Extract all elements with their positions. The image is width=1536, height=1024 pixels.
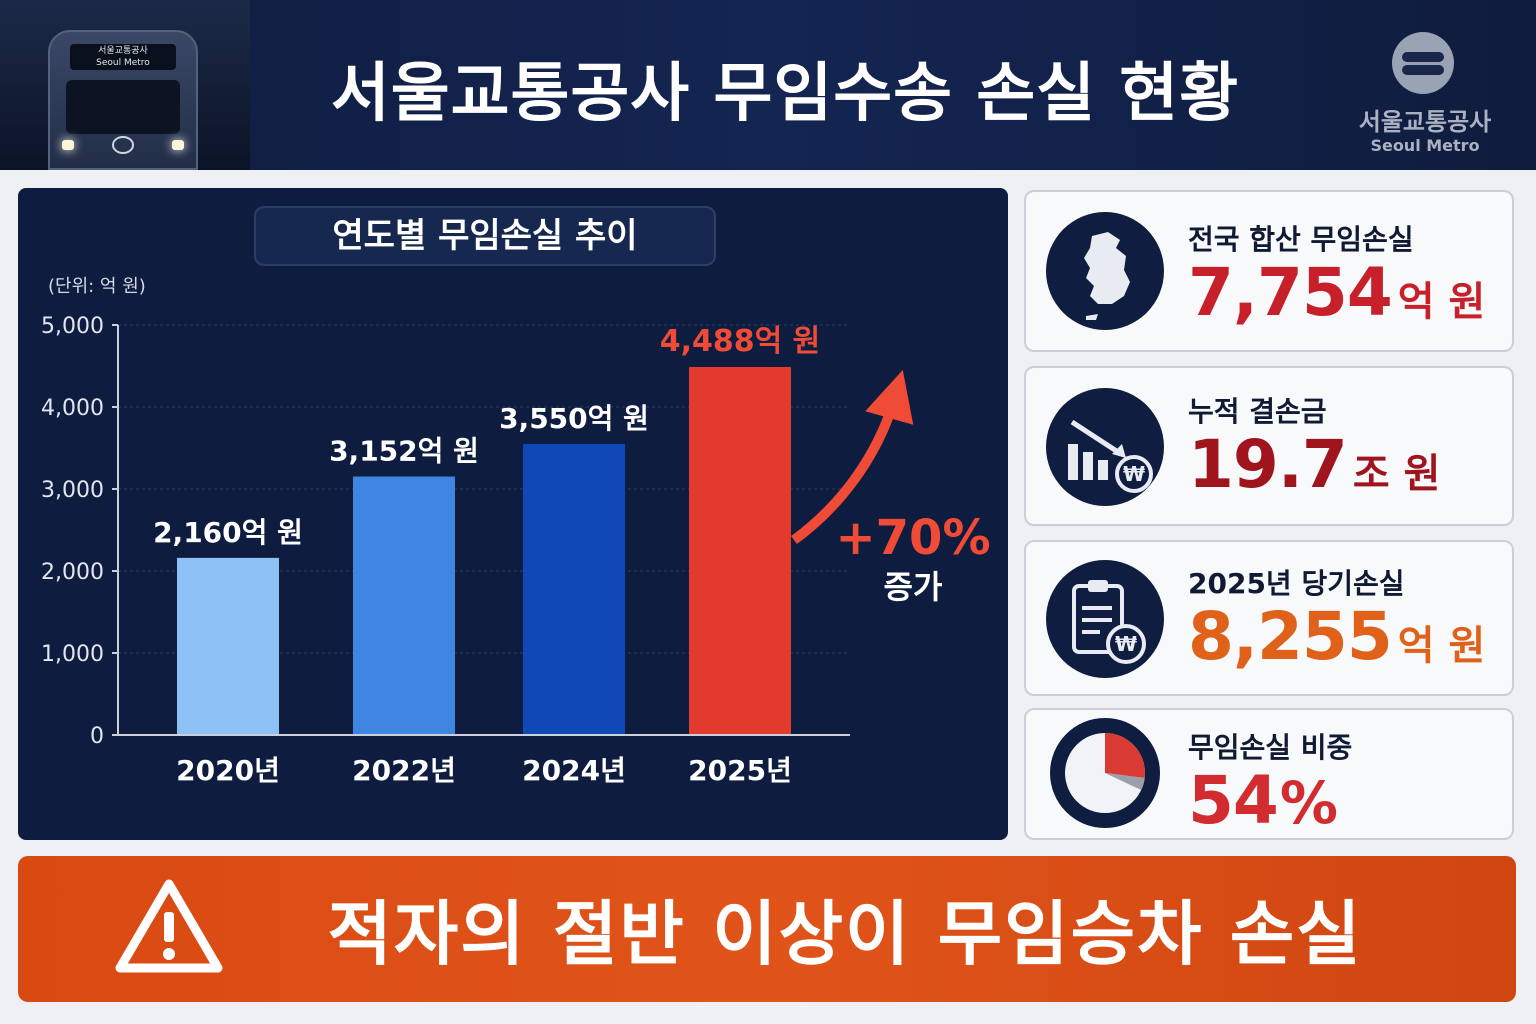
chart-panel: 0 1,000 2,000 3,000 4,000 5,000 2,160억 원 2020년 3… [18, 188, 1008, 840]
card-value-number: 8,255 [1188, 598, 1393, 675]
bar-value-label: 2,160억 원 [153, 516, 303, 549]
page-title: 서울교통공사 무임수송 손실 현황 [330, 57, 1240, 131]
train-sign-en: Seoul Metro [96, 58, 150, 68]
x-tick-label: 2025년 [688, 754, 792, 787]
growth-label: 증가 [883, 568, 943, 606]
card-value: 8,255 억 원 [1188, 598, 1485, 675]
y-tick-label: 0 [90, 724, 104, 749]
bar-value-label: 3,550억 원 [499, 402, 649, 435]
card-value: 54% [1188, 762, 1338, 839]
x-tick-label: 2024년 [522, 754, 626, 787]
stat-card-annual-loss: ₩ 2025년 당기손실 8,255 억 원 [1024, 540, 1514, 696]
unit-label: (단위: 억 원) [48, 276, 146, 297]
train-image: 서울교통공사 Seoul Metro [0, 0, 250, 170]
conclusion-banner: 적자의 절반 이상이 무임승차 손실 [18, 856, 1516, 1002]
clipboard-won-icon: ₩ [1046, 560, 1164, 678]
bar-value-label: 4,488억 원 [660, 324, 821, 359]
train-front: 서울교통공사 Seoul Metro [48, 30, 198, 170]
stat-card-national-loss: 전국 합산 무임손실 7,754 억 원 [1024, 190, 1514, 352]
bar-2025년 [689, 366, 791, 735]
y-tick-label: 2,000 [41, 560, 104, 585]
growth-arrow-icon [791, 369, 914, 545]
card-label: 전국 합산 무임손실 [1188, 223, 1414, 256]
card-value-number: 7,754 [1188, 254, 1393, 331]
brand-name-en: Seoul Metro [1370, 136, 1480, 155]
card-value: 7,754 억 원 [1188, 254, 1485, 331]
train-destination-sign: 서울교통공사 Seoul Metro [70, 44, 176, 70]
x-tick-label: 2020년 [176, 754, 280, 787]
card-value-unit: 조 원 [1352, 451, 1441, 497]
bar-2022년 [353, 476, 455, 735]
card-value: 19.7 조 원 [1188, 426, 1440, 503]
korea-map-icon [1046, 212, 1164, 330]
growth-annotation: +70% 증가 [828, 510, 998, 608]
y-tick-label: 4,000 [41, 396, 104, 421]
card-label: 무임손실 비중 [1188, 731, 1353, 764]
seoul-metro-logo-icon [1392, 32, 1454, 94]
header: 서울교통공사 Seoul Metro 서울교통공사 무임수송 손실 현황 서울교… [0, 0, 1536, 170]
growth-percent: +70% [835, 510, 991, 566]
card-value-number: 54 [1188, 762, 1279, 839]
card-value-unit: 억 원 [1397, 623, 1486, 669]
svg-text:₩: ₩ [1115, 632, 1137, 656]
bar-2020년 [177, 557, 279, 735]
pie-chart-icon [1050, 718, 1160, 828]
pie-chart-slice-minor [1105, 773, 1145, 791]
train-headlight-left [62, 140, 74, 150]
brand-name-ko: 서울교통공사 [1358, 108, 1492, 136]
svg-text:₩: ₩ [1123, 462, 1145, 486]
train-window [66, 80, 180, 134]
train-sign-ko: 서울교통공사 [98, 46, 148, 56]
bar-chart: 0 1,000 2,000 3,000 4,000 5,000 2,160억 원 2020년 3… [41, 314, 914, 787]
y-tick-label: 3,000 [41, 478, 104, 503]
y-tick-label: 5,000 [41, 314, 104, 339]
chart-title: 연도별 무임손실 추이 [254, 206, 716, 266]
card-value-unit: 억 원 [1397, 279, 1486, 325]
pie-chart-slice [1105, 733, 1145, 779]
card-label: 2025년 당기손실 [1188, 567, 1405, 600]
train-logo-icon [112, 136, 134, 154]
bar-value-label: 3,152억 원 [329, 435, 479, 468]
brand: 서울교통공사 Seoul Metro [1340, 30, 1510, 160]
train-headlight-right [172, 140, 184, 150]
stat-card-accumulated-deficit: ₩ 누적 결손금 19.7 조 원 [1024, 366, 1514, 526]
card-value-unit: % [1279, 769, 1338, 837]
bar-2024년 [523, 443, 625, 735]
warning-icon [115, 879, 223, 973]
stat-card-loss-share: 무임손실 비중 54% [1024, 708, 1514, 840]
y-tick-label: 1,000 [41, 642, 104, 667]
card-label: 누적 결손금 [1188, 395, 1327, 428]
declining-bars-won-icon: ₩ [1046, 388, 1164, 506]
card-value-number: 19.7 [1188, 426, 1348, 503]
x-tick-label: 2022년 [352, 754, 456, 787]
banner-text: 적자의 절반 이상이 무임승차 손실 [327, 893, 1363, 975]
